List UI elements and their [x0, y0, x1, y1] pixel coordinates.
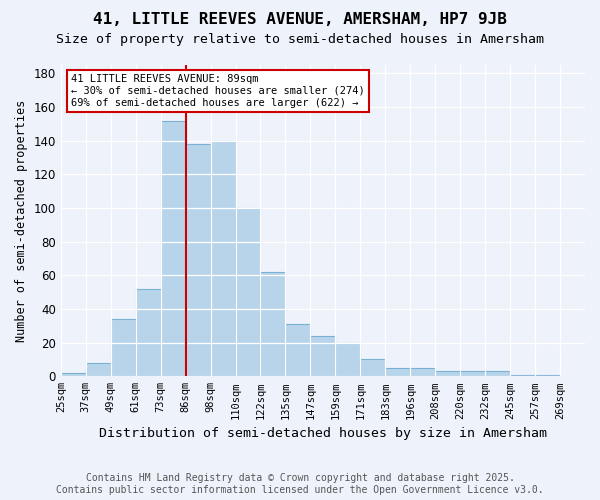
Text: Size of property relative to semi-detached houses in Amersham: Size of property relative to semi-detach… — [56, 32, 544, 46]
Bar — [410, 368, 435, 376]
Bar — [161, 120, 185, 376]
Bar — [61, 373, 86, 376]
Bar — [385, 368, 410, 376]
Text: Contains HM Land Registry data © Crown copyright and database right 2025.
Contai: Contains HM Land Registry data © Crown c… — [56, 474, 544, 495]
Bar — [460, 372, 485, 376]
Bar — [286, 324, 310, 376]
Bar — [236, 208, 260, 376]
Bar — [361, 360, 385, 376]
Text: 41, LITTLE REEVES AVENUE, AMERSHAM, HP7 9JB: 41, LITTLE REEVES AVENUE, AMERSHAM, HP7 … — [93, 12, 507, 28]
Y-axis label: Number of semi-detached properties: Number of semi-detached properties — [15, 100, 28, 342]
Bar — [86, 363, 111, 376]
Text: 41 LITTLE REEVES AVENUE: 89sqm
← 30% of semi-detached houses are smaller (274)
6: 41 LITTLE REEVES AVENUE: 89sqm ← 30% of … — [71, 74, 365, 108]
Bar — [535, 374, 560, 376]
X-axis label: Distribution of semi-detached houses by size in Amersham: Distribution of semi-detached houses by … — [99, 427, 547, 440]
Bar — [335, 342, 361, 376]
Bar — [185, 144, 211, 376]
Bar — [260, 272, 286, 376]
Bar — [510, 374, 535, 376]
Bar — [211, 140, 236, 376]
Bar — [111, 319, 136, 376]
Bar — [310, 336, 335, 376]
Bar — [136, 289, 161, 376]
Bar — [485, 372, 510, 376]
Bar — [435, 372, 460, 376]
